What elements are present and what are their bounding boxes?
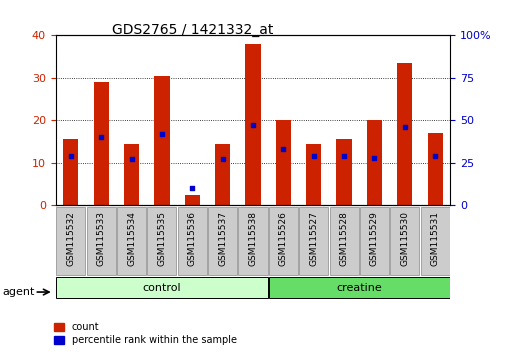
Bar	[154, 76, 169, 205]
FancyBboxPatch shape	[238, 207, 267, 275]
Text: GSM115533: GSM115533	[96, 211, 106, 266]
FancyBboxPatch shape	[268, 207, 297, 275]
Text: GSM115528: GSM115528	[339, 211, 348, 266]
Text: GSM115530: GSM115530	[399, 211, 409, 266]
FancyBboxPatch shape	[420, 207, 449, 275]
FancyBboxPatch shape	[208, 207, 237, 275]
Point	[430, 153, 438, 159]
Text: creatine: creatine	[336, 282, 381, 293]
Legend: count, percentile rank within the sample: count, percentile rank within the sample	[50, 319, 240, 349]
Text: GSM115535: GSM115535	[157, 211, 166, 266]
Text: GSM115532: GSM115532	[66, 211, 75, 266]
Text: GSM115531: GSM115531	[430, 211, 439, 266]
Text: GSM115534: GSM115534	[127, 211, 136, 266]
Point	[248, 122, 257, 128]
Text: GDS2765 / 1421332_at: GDS2765 / 1421332_at	[112, 23, 272, 37]
Point	[400, 124, 408, 130]
Text: GSM115536: GSM115536	[187, 211, 196, 266]
Bar	[215, 144, 230, 205]
Point	[97, 135, 105, 140]
FancyBboxPatch shape	[56, 207, 85, 275]
FancyBboxPatch shape	[147, 207, 176, 275]
FancyBboxPatch shape	[56, 277, 267, 298]
FancyBboxPatch shape	[177, 207, 207, 275]
Bar	[275, 120, 290, 205]
Bar	[124, 144, 139, 205]
Point	[218, 156, 226, 162]
Point	[188, 185, 196, 191]
Text: GSM115538: GSM115538	[248, 211, 257, 266]
FancyBboxPatch shape	[268, 277, 449, 298]
Point	[127, 156, 135, 162]
Bar	[366, 120, 381, 205]
Bar	[245, 44, 260, 205]
FancyBboxPatch shape	[86, 207, 116, 275]
Point	[67, 153, 75, 159]
Point	[158, 131, 166, 137]
Bar	[336, 139, 351, 205]
Text: GSM115527: GSM115527	[309, 211, 318, 266]
Bar	[184, 195, 199, 205]
FancyBboxPatch shape	[298, 207, 328, 275]
FancyBboxPatch shape	[117, 207, 146, 275]
Text: GSM115529: GSM115529	[369, 211, 378, 266]
Point	[339, 153, 347, 159]
FancyBboxPatch shape	[359, 207, 388, 275]
Bar	[427, 133, 442, 205]
Text: control: control	[142, 282, 181, 293]
FancyBboxPatch shape	[389, 207, 419, 275]
Point	[370, 155, 378, 161]
FancyBboxPatch shape	[329, 207, 358, 275]
Text: GSM115526: GSM115526	[278, 211, 287, 266]
Bar	[396, 63, 412, 205]
Text: agent: agent	[3, 287, 35, 297]
Point	[309, 153, 317, 159]
Bar	[93, 82, 109, 205]
Point	[279, 147, 287, 152]
Text: GSM115537: GSM115537	[218, 211, 227, 266]
Bar	[63, 139, 78, 205]
Bar	[306, 144, 321, 205]
